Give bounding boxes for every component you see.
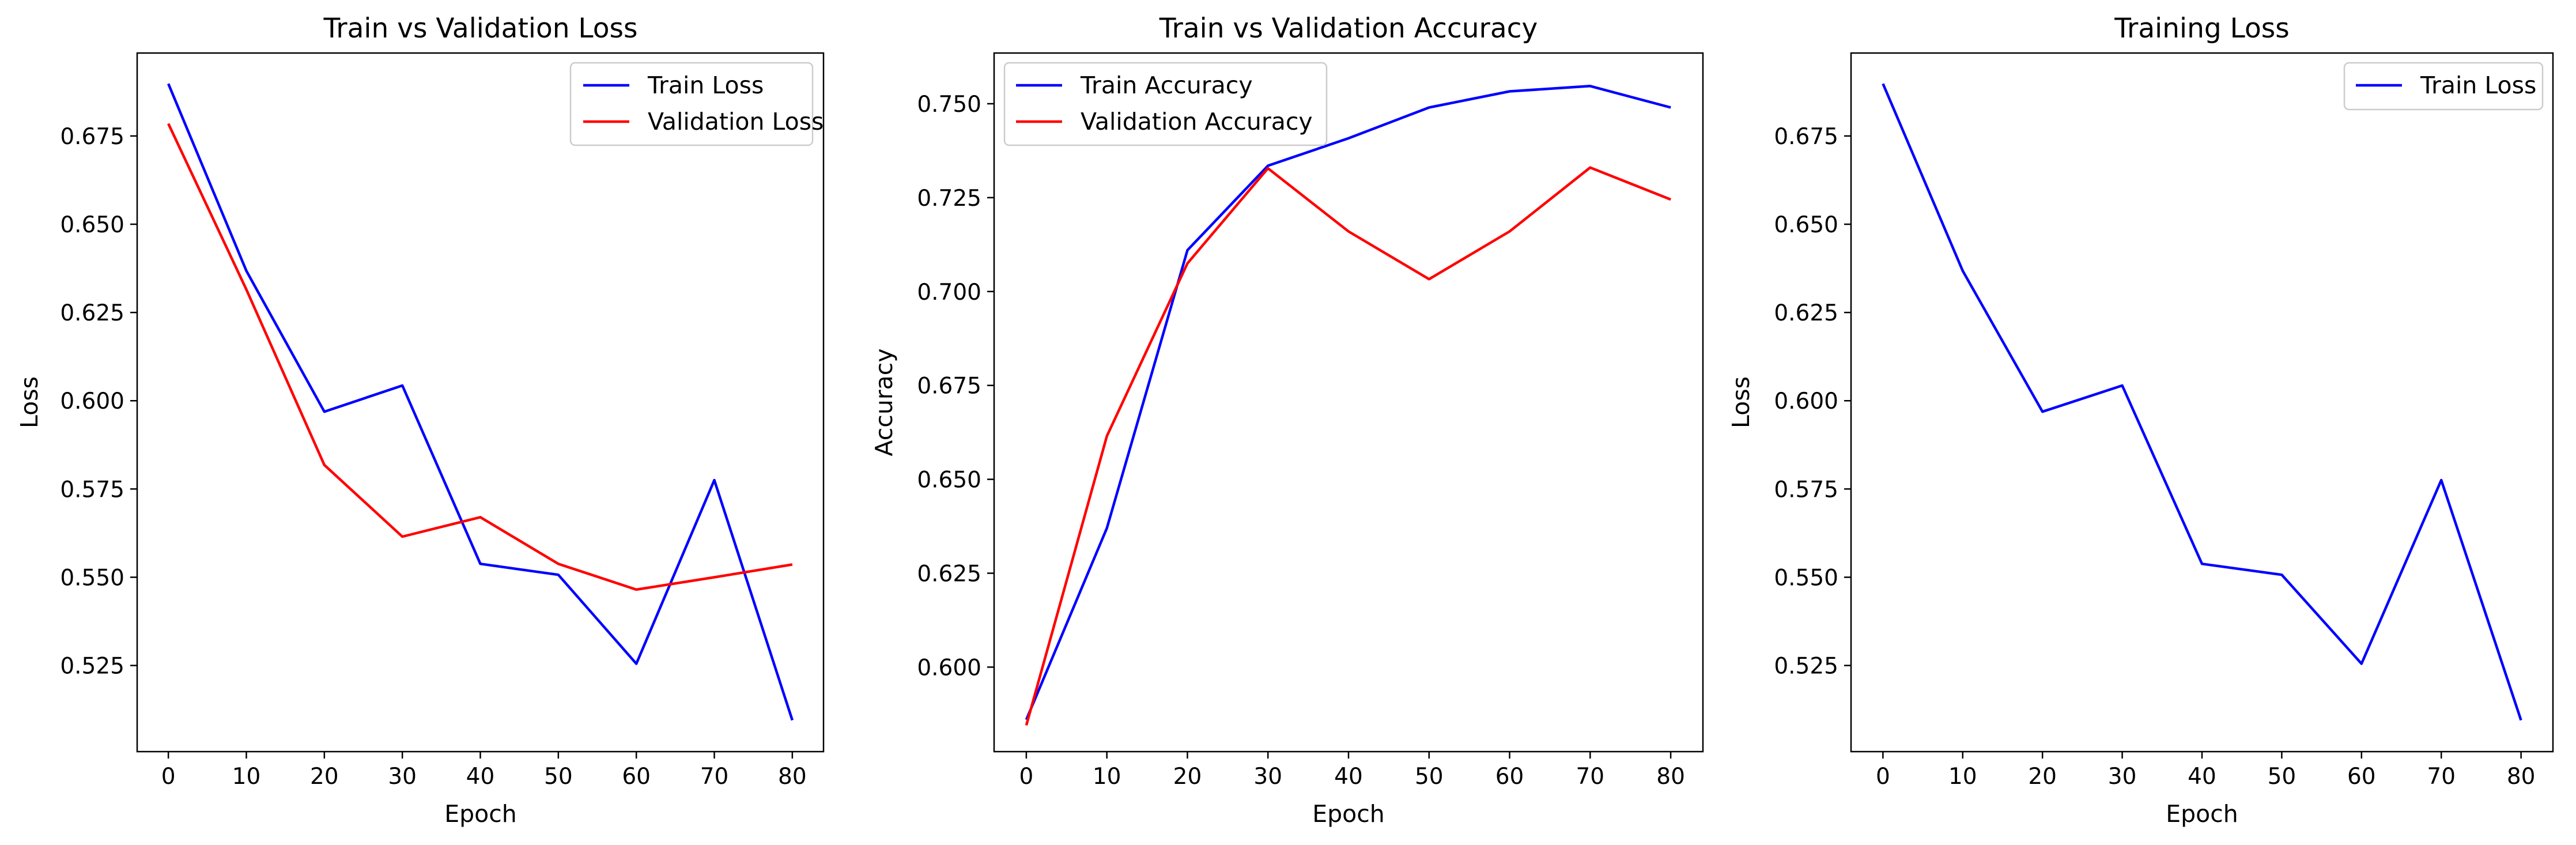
x-tick-label: 40 xyxy=(2188,764,2216,790)
plot-area xyxy=(137,53,824,752)
y-tick-label: 0.550 xyxy=(60,565,124,591)
y-tick-label: 0.650 xyxy=(60,212,124,238)
y-tick-layer: 0.600 0.625 0.650 0.675 0.700 0.725 0.750 xyxy=(917,92,994,681)
x-tick-label: 10 xyxy=(1948,764,1977,790)
x-axis-label: Epoch xyxy=(2166,800,2238,828)
x-tick-label: 30 xyxy=(388,764,417,790)
x-tick-label: 40 xyxy=(1334,764,1363,790)
y-tick-label: 0.575 xyxy=(1774,477,1838,503)
y-tick-label: 0.550 xyxy=(1774,565,1838,591)
y-tick-layer: 0.525 0.550 0.575 0.600 0.625 0.650 0.675 xyxy=(1774,124,1851,680)
legend-box xyxy=(2343,62,2544,111)
y-tick-label: 0.750 xyxy=(917,92,981,118)
x-tick-label: 60 xyxy=(622,764,651,790)
y-tick-label: 0.675 xyxy=(60,124,124,150)
plot-area xyxy=(1851,53,2553,752)
legend-label-train-accuracy: Train Accuracy xyxy=(1080,71,1253,99)
series-line-validation-loss xyxy=(167,123,793,591)
x-tick-label: 50 xyxy=(1415,764,1444,790)
legend: Train Accuracy Validation Accuracy xyxy=(1003,62,1328,146)
legend-label-train-loss: Train Loss xyxy=(647,71,764,99)
x-tick-label: 60 xyxy=(1495,764,1524,790)
x-axis-label: Epoch xyxy=(1312,800,1385,828)
series-line-train-loss xyxy=(1882,83,2522,721)
y-tick-label: 0.625 xyxy=(1774,300,1838,326)
legend-label-validation-loss: Validation Loss xyxy=(648,108,824,135)
y-tick-label: 0.600 xyxy=(60,388,124,414)
plot-area xyxy=(994,53,1703,752)
series-line-validation-accuracy xyxy=(1025,166,1671,726)
y-tick-label: 0.575 xyxy=(60,477,124,503)
x-tick-label: 0 xyxy=(1019,764,1033,790)
x-tick-label: 10 xyxy=(232,764,261,790)
chart-panel-training-loss: 0 10 20 30 40 50 60 70 80 0.5250.5500.5750.6000.… xyxy=(1727,13,2554,828)
x-tick-label: 80 xyxy=(1656,764,1685,790)
x-tick-layer: 0 10 20 30 40 50 60 70 80 xyxy=(161,752,807,790)
x-tick-label: 40 xyxy=(466,764,495,790)
y-tick-label: 0.650 xyxy=(917,467,981,493)
chart-title: Train vs Validation Accuracy xyxy=(1159,13,1538,44)
y-axis-label: Loss xyxy=(1727,376,1755,428)
chart-panel-accuracy: 0 10 20 30 40 50 60 70 80 0.6000.6250.6500.6750.… xyxy=(870,13,1704,828)
y-tick-label: 0.625 xyxy=(60,300,124,326)
legend-box xyxy=(569,62,814,146)
y-tick-label: 0.650 xyxy=(1774,212,1838,238)
x-tick-layer: 0 10 20 30 40 50 60 70 80 xyxy=(1019,752,1685,790)
x-tick-label: 10 xyxy=(1093,764,1121,790)
x-tick-label: 80 xyxy=(2507,764,2536,790)
y-tick-label: 0.525 xyxy=(60,654,124,680)
x-tick-label: 70 xyxy=(1576,764,1604,790)
y-tick-label: 0.525 xyxy=(1774,654,1838,680)
y-tick-label: 0.600 xyxy=(917,655,981,681)
x-tick-label: 20 xyxy=(310,764,339,790)
x-tick-label: 20 xyxy=(1173,764,1202,790)
legend-label-validation-accuracy: Validation Accuracy xyxy=(1081,108,1313,135)
y-tick-label: 0.625 xyxy=(917,561,981,587)
x-tick-label: 70 xyxy=(2427,764,2456,790)
series-line-train-accuracy xyxy=(1025,85,1671,720)
legend-box xyxy=(1003,62,1328,146)
x-tick-label: 60 xyxy=(2347,764,2376,790)
series-layer xyxy=(1882,83,2522,721)
series-layer xyxy=(167,83,794,721)
x-tick-label: 80 xyxy=(778,764,807,790)
x-tick-layer: 0 10 20 30 40 50 60 70 80 xyxy=(1876,752,2536,790)
x-tick-label: 30 xyxy=(2108,764,2137,790)
x-tick-label: 50 xyxy=(2268,764,2297,790)
chart-title: Train vs Validation Loss xyxy=(323,13,637,44)
x-tick-label: 30 xyxy=(1253,764,1282,790)
axes-frame xyxy=(1850,52,2554,753)
y-tick-label: 0.600 xyxy=(1774,388,1838,414)
y-axis-label: Loss xyxy=(16,376,43,428)
series-layer xyxy=(1025,85,1671,726)
legend: Train Loss xyxy=(2343,62,2544,111)
axes-frame xyxy=(136,52,825,753)
x-tick-label: 20 xyxy=(2028,764,2057,790)
x-tick-label: 50 xyxy=(544,764,573,790)
legend: Train Loss Validation Loss xyxy=(569,62,824,146)
x-tick-label: 70 xyxy=(700,764,729,790)
y-tick-label: 0.725 xyxy=(917,186,981,212)
y-tick-layer: 0.525 0.550 0.575 0.600 0.625 0.650 0.675 xyxy=(60,124,137,680)
chart-title: Training Loss xyxy=(2114,13,2289,44)
x-tick-label: 0 xyxy=(161,764,176,790)
x-axis-label: Epoch xyxy=(444,800,517,828)
y-tick-label: 0.675 xyxy=(1774,124,1838,150)
x-tick-label: 0 xyxy=(1876,764,1890,790)
y-tick-label: 0.700 xyxy=(917,280,981,305)
axes-frame xyxy=(993,52,1704,753)
y-tick-label: 0.675 xyxy=(917,374,981,399)
series-line-train-loss xyxy=(167,83,794,721)
chart-panel-loss: 0 10 20 30 40 50 60 70 80 0.5250.5500.5750.6000.… xyxy=(16,13,825,828)
y-axis-label: Accuracy xyxy=(870,348,898,456)
legend-label-train-loss: Train Loss xyxy=(2420,71,2536,99)
